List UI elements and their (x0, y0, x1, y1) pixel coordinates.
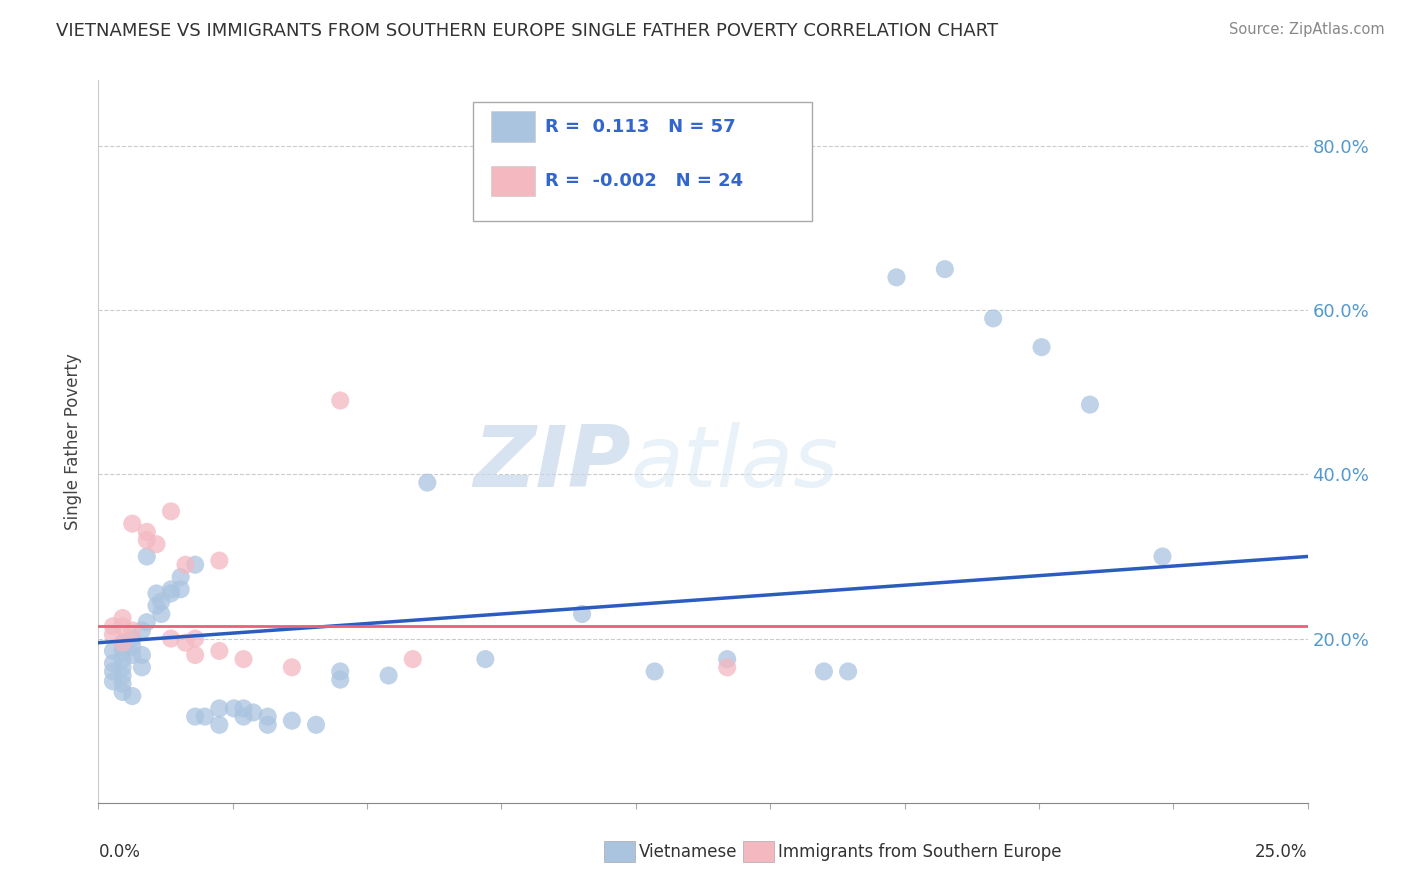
Point (135, 533, 157, 547)
Point (232, 701, 254, 715)
Point (145, 537, 167, 551)
Point (135, 615, 157, 630)
Point (169, 570, 191, 584)
Point (121, 632, 143, 646)
Point (111, 619, 134, 633)
FancyBboxPatch shape (474, 102, 811, 221)
Point (184, 648, 207, 662)
Point (232, 709, 254, 723)
Text: atlas: atlas (630, 422, 838, 505)
Point (981, 311, 1004, 326)
Y-axis label: Single Father Poverty: Single Father Poverty (65, 353, 83, 530)
Point (174, 558, 197, 572)
Point (1078, 398, 1101, 412)
Point (256, 718, 278, 732)
Text: Immigrants from Southern Europe: Immigrants from Southern Europe (778, 843, 1062, 861)
Point (101, 627, 124, 641)
Point (886, 270, 908, 285)
Point (111, 677, 134, 691)
Point (101, 657, 124, 671)
Point (111, 636, 134, 650)
Point (160, 504, 183, 518)
Point (111, 644, 134, 658)
Text: Source: ZipAtlas.com: Source: ZipAtlas.com (1229, 22, 1385, 37)
Point (571, 607, 593, 621)
Point (174, 636, 197, 650)
Point (131, 624, 153, 638)
Point (1152, 549, 1174, 564)
Point (169, 582, 191, 597)
Point (101, 665, 124, 679)
FancyBboxPatch shape (603, 841, 636, 862)
Point (644, 665, 666, 679)
Point (416, 475, 439, 490)
Point (131, 660, 153, 674)
Point (813, 665, 835, 679)
Point (208, 644, 231, 658)
Point (121, 624, 143, 638)
Point (121, 640, 143, 654)
Point (329, 673, 352, 687)
Point (837, 665, 859, 679)
Point (184, 632, 207, 646)
Point (281, 660, 304, 674)
Point (131, 648, 153, 662)
Point (402, 652, 425, 666)
Point (329, 393, 352, 408)
Point (329, 665, 352, 679)
Point (208, 553, 231, 567)
Text: 25.0%: 25.0% (1256, 843, 1308, 861)
Point (150, 607, 173, 621)
Text: ZIP: ZIP (472, 422, 630, 505)
Point (145, 586, 167, 600)
Point (305, 718, 328, 732)
Point (111, 652, 134, 666)
Point (256, 709, 278, 723)
Point (716, 652, 738, 666)
Point (160, 582, 183, 597)
FancyBboxPatch shape (492, 166, 534, 196)
Point (101, 644, 124, 658)
Point (111, 636, 134, 650)
Point (160, 632, 183, 646)
Point (111, 611, 134, 625)
Point (121, 689, 143, 703)
Point (135, 549, 157, 564)
Point (547, 188, 569, 202)
Point (111, 660, 134, 674)
Point (121, 516, 143, 531)
Point (242, 706, 264, 720)
Point (121, 648, 143, 662)
Text: Vietnamese: Vietnamese (638, 843, 737, 861)
Point (101, 674, 124, 689)
FancyBboxPatch shape (492, 112, 534, 142)
Point (281, 714, 304, 728)
Point (716, 660, 738, 674)
Point (101, 619, 124, 633)
Point (184, 558, 207, 572)
Point (232, 652, 254, 666)
Text: R =  0.113   N = 57: R = 0.113 N = 57 (544, 119, 735, 136)
Point (474, 652, 496, 666)
Point (208, 701, 231, 715)
Point (194, 709, 217, 723)
Point (934, 262, 956, 277)
Text: R =  -0.002   N = 24: R = -0.002 N = 24 (544, 172, 742, 190)
Point (145, 599, 167, 613)
Point (184, 709, 207, 723)
Point (150, 594, 173, 608)
Point (111, 668, 134, 682)
Text: VIETNAMESE VS IMMIGRANTS FROM SOUTHERN EUROPE SINGLE FATHER POVERTY CORRELATION : VIETNAMESE VS IMMIGRANTS FROM SOUTHERN E… (56, 22, 998, 40)
Point (1031, 340, 1053, 354)
Text: 0.0%: 0.0% (98, 843, 141, 861)
Point (135, 524, 157, 539)
Point (111, 685, 134, 699)
FancyBboxPatch shape (742, 841, 775, 862)
Point (377, 668, 399, 682)
Point (160, 586, 183, 600)
Point (208, 718, 231, 732)
Point (222, 701, 245, 715)
